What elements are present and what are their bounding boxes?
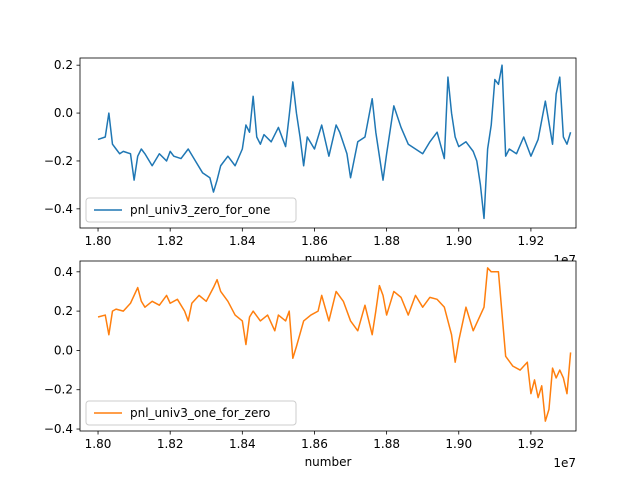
x-tick-label: 1.84 — [229, 437, 256, 451]
legend-box — [85, 197, 297, 223]
y-tick-label: 0.0 — [54, 106, 73, 120]
x-tick-label: 1.80 — [85, 437, 112, 451]
legend: pnl_univ3_zero_for_one — [85, 197, 297, 223]
x-offset-text: 1e7 — [553, 456, 576, 470]
y-tick-label: 0.4 — [54, 265, 73, 279]
subplot-2: 1.80 1.82 1.84 1.86 1.88 1.90 1.92 0.4 0.2 0.0 −0.… — [44, 260, 577, 470]
x-tick-label: 1.88 — [373, 437, 400, 451]
x-tick-label: 1.82 — [157, 437, 184, 451]
y-tick-label: 0.2 — [54, 58, 73, 72]
x-axis-label: number — [305, 455, 352, 469]
x-tick-label: 1.88 — [373, 234, 400, 248]
subplot-1: 1.80 1.82 1.84 1.86 1.88 1.90 1.92 0.2 0.0 −0.2 −0… — [44, 57, 577, 267]
series-line-1 — [97, 267, 572, 422]
legend-label: pnl_univ3_zero_for_one — [130, 203, 270, 217]
x-tick-label: 1.84 — [229, 234, 256, 248]
legend-label: pnl_univ3_one_for_zero — [130, 406, 270, 420]
y-tick-label: −0.4 — [44, 202, 73, 216]
x-tick-label: 1.90 — [445, 234, 472, 248]
series-line-1 — [97, 64, 572, 220]
x-tick-label: 1.92 — [518, 234, 545, 248]
x-tick-label: 1.92 — [518, 437, 545, 451]
y-tick-label: −0.4 — [44, 422, 73, 436]
y-tick-label: 0.0 — [54, 343, 73, 357]
x-tick-label: 1.80 — [85, 234, 112, 248]
x-tick-label: 1.82 — [157, 234, 184, 248]
legend-box — [85, 400, 297, 426]
y-tick-label: −0.2 — [44, 154, 73, 168]
y-tick-label: 0.2 — [54, 304, 73, 318]
y-tick-label: −0.2 — [44, 383, 73, 397]
x-tick-label: 1.86 — [301, 437, 328, 451]
legend: pnl_univ3_one_for_zero — [85, 400, 297, 426]
x-tick-label: 1.86 — [301, 234, 328, 248]
x-tick-label: 1.90 — [445, 437, 472, 451]
